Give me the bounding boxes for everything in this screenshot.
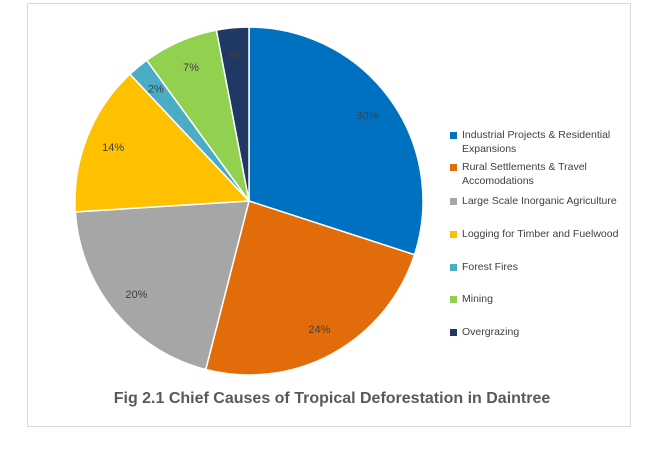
legend-item: Large Scale Inorganic Agriculture xyxy=(450,194,627,208)
pie-slice xyxy=(248,26,424,256)
legend-item: Industrial Projects & Residential Expans… xyxy=(450,128,627,156)
legend-label: Mining xyxy=(462,293,493,305)
pie-data-label: 20% xyxy=(125,289,147,301)
pie-slice xyxy=(74,200,250,371)
chart-title: Fig 2.1 Chief Causes of Tropical Defores… xyxy=(113,390,551,407)
pie-slices xyxy=(74,26,424,376)
pie-data-label: 2% xyxy=(148,83,164,95)
pie-data-label: 7% xyxy=(183,62,199,74)
legend-swatch xyxy=(450,329,457,336)
legend-label: Forest Fires xyxy=(462,261,519,273)
legend-swatch xyxy=(450,198,457,205)
legend-item: Logging for Timber and Fuelwood xyxy=(450,227,627,241)
pie-slice xyxy=(74,73,251,213)
pie-data-label: 24% xyxy=(308,324,330,336)
legend-swatch xyxy=(450,231,457,238)
legend-label: Logging for Timber and Fuelwood xyxy=(462,228,619,240)
pie-labels: 30% 24% 20% 14% 2% 7% 3% xyxy=(102,50,378,336)
pie-data-label: 14% xyxy=(102,142,124,154)
legend-item: Forest Fires xyxy=(450,260,627,274)
legend-swatch xyxy=(450,164,457,171)
legend-swatch xyxy=(450,264,457,271)
legend-item: Overgrazing xyxy=(450,325,627,339)
legend-label: Industrial Projects & Residential Expans… xyxy=(462,129,611,155)
legend-label: Rural Settlements & Travel Accomodations xyxy=(462,161,587,187)
legend-item: Mining xyxy=(450,292,627,306)
legend-label: Overgrazing xyxy=(462,326,520,338)
pie-data-label: 30% xyxy=(356,110,378,122)
legend-swatch xyxy=(450,296,457,303)
legend-label: Large Scale Inorganic Agriculture xyxy=(462,195,617,207)
pie-data-label: 3% xyxy=(227,50,243,62)
pie-slice xyxy=(215,26,250,202)
legend-item: Rural Settlements & Travel Accomodations xyxy=(450,160,627,188)
pie-slice xyxy=(204,200,416,376)
legend-swatch xyxy=(450,132,457,139)
